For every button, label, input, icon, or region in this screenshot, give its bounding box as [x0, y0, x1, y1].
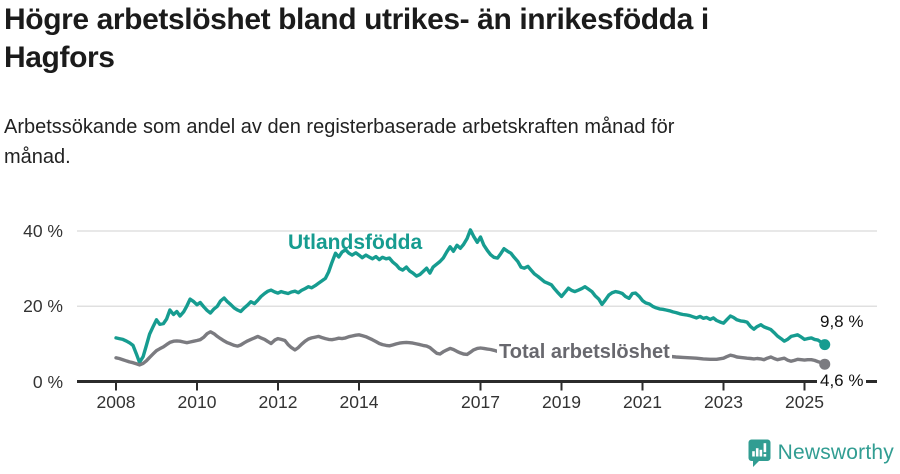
- x-tick-label: 2023: [704, 392, 743, 412]
- series-label-utlandsfodda: Utlandsfödda: [288, 231, 423, 254]
- bar-chart-speech-bubble-icon: [748, 439, 771, 467]
- x-tick-label: 2025: [785, 392, 824, 412]
- y-tick-label: 20 %: [23, 296, 63, 317]
- end-value-label-total: 4,6 %: [817, 371, 867, 391]
- newsworthy-logo[interactable]: Newsworthy: [748, 437, 894, 469]
- series-label-total-arbetsloshet: Total arbetslöshet: [497, 341, 672, 364]
- x-tick-label: 2017: [461, 392, 500, 412]
- chart-subtitle: Arbetssökande som andel av den registerb…: [4, 116, 675, 168]
- x-tick-label: 2019: [542, 392, 581, 412]
- x-tick-label: 2008: [96, 392, 136, 412]
- x-tick-label: 2021: [623, 392, 662, 412]
- x-tick-label: 2012: [258, 392, 298, 412]
- y-tick-label: 0 %: [32, 371, 63, 392]
- y-tick-label: 40 %: [23, 221, 63, 241]
- x-tick-label: 2010: [177, 392, 217, 412]
- page-title: Högre arbetslöshet bland utrikes- än inr…: [4, 3, 709, 74]
- newsworthy-brand-name: Newsworthy: [777, 441, 894, 464]
- end-value-label-utlandsfodda: 9,8 %: [820, 312, 864, 331]
- x-tick-label: 2014: [339, 392, 379, 412]
